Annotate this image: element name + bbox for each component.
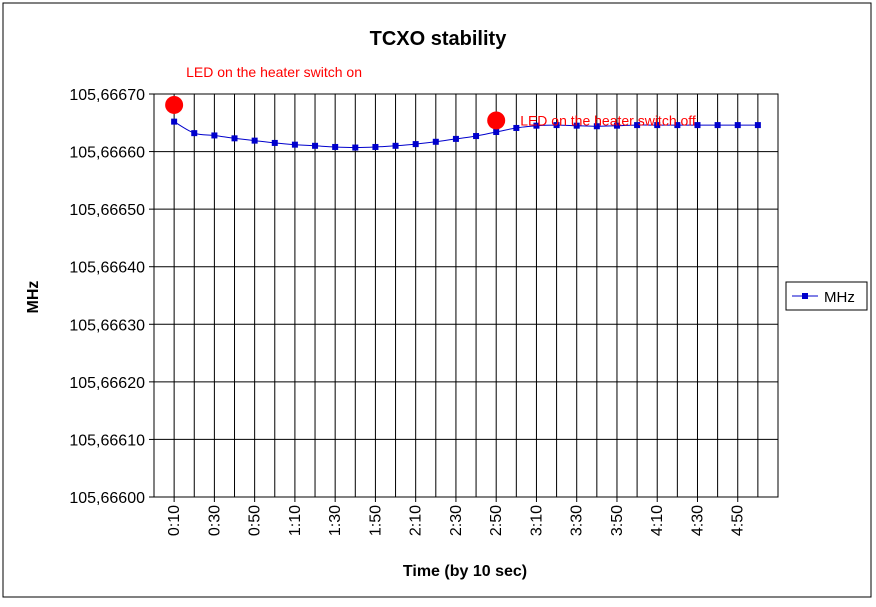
annotation-dot xyxy=(487,111,506,130)
x-tick-label: 0:30 xyxy=(206,505,223,536)
data-point-marker xyxy=(714,122,721,129)
x-tick-label: 2:10 xyxy=(408,505,425,536)
annotation-label: LED on the heater switch on xyxy=(186,64,362,80)
x-tick-label: 3:30 xyxy=(569,505,586,536)
plot-area: 105,66600 105,66610 105,66620 105,66630 105,… xyxy=(69,64,779,536)
annotation-label: LED on the heater switch off xyxy=(520,112,696,128)
data-point-marker xyxy=(754,122,761,129)
y-tick-label: 105,66660 xyxy=(69,145,145,162)
y-tick-label: 105,66650 xyxy=(69,202,145,219)
x-tick-label: 4:10 xyxy=(649,505,666,536)
x-tick-label: 2:30 xyxy=(448,505,465,536)
data-point-marker xyxy=(573,122,580,129)
data-point-marker xyxy=(231,135,238,142)
data-point-marker xyxy=(211,132,218,139)
y-axis-label: MHz xyxy=(25,281,42,314)
x-tick-label: 3:50 xyxy=(609,505,626,536)
y-tick-label: 105,66600 xyxy=(69,490,145,507)
data-point-marker xyxy=(553,122,560,129)
x-tick-label: 1:50 xyxy=(367,505,384,536)
chart-title: TCXO stability xyxy=(370,28,508,50)
x-tick-label: 2:50 xyxy=(488,505,505,536)
data-point-marker xyxy=(291,141,298,148)
data-point-marker xyxy=(452,135,459,142)
x-tick-label: 0:50 xyxy=(247,505,264,536)
data-point-marker xyxy=(533,122,540,129)
data-point-marker xyxy=(171,118,178,125)
legend-series-marker xyxy=(802,293,808,299)
x-tick-label: 1:30 xyxy=(327,505,344,536)
x-tick-label: 1:10 xyxy=(287,505,304,536)
x-tick-label: 0:10 xyxy=(166,505,183,536)
x-tick-label: 4:30 xyxy=(689,505,706,536)
y-tick-label: 105,66640 xyxy=(69,260,145,277)
plot-background xyxy=(154,94,778,497)
data-point-marker xyxy=(613,122,620,129)
y-tick-label: 105,66620 xyxy=(69,375,145,392)
data-point-marker xyxy=(352,144,359,151)
y-tick-label: 105,66630 xyxy=(69,317,145,334)
data-point-marker xyxy=(432,138,439,145)
data-point-marker xyxy=(734,122,741,129)
data-point-marker xyxy=(312,142,319,149)
data-point-marker xyxy=(694,122,701,129)
annotation-dot xyxy=(165,95,184,114)
x-tick-label: 4:50 xyxy=(730,505,747,536)
data-point-marker xyxy=(332,143,339,150)
data-point-marker xyxy=(674,122,681,129)
x-axis-label: Time (by 10 sec) xyxy=(403,563,527,580)
legend-series-label: MHz xyxy=(824,289,855,306)
data-point-marker xyxy=(593,123,600,130)
data-point-marker xyxy=(191,130,198,137)
data-point-marker xyxy=(251,137,258,144)
data-point-marker xyxy=(392,142,399,149)
x-tick-label: 3:10 xyxy=(528,505,545,536)
legend: MHz xyxy=(785,281,868,311)
data-point-marker xyxy=(654,122,661,129)
data-point-marker xyxy=(473,133,480,140)
data-point-marker xyxy=(372,143,379,150)
plot-border xyxy=(153,93,779,498)
data-point-marker xyxy=(634,122,641,129)
y-tick-label: 105,66610 xyxy=(69,432,145,449)
data-point-marker xyxy=(412,141,419,148)
data-point-marker xyxy=(271,139,278,146)
data-point-marker xyxy=(513,124,520,131)
y-tick-label: 105,66670 xyxy=(69,87,145,104)
data-point-marker xyxy=(493,128,500,135)
